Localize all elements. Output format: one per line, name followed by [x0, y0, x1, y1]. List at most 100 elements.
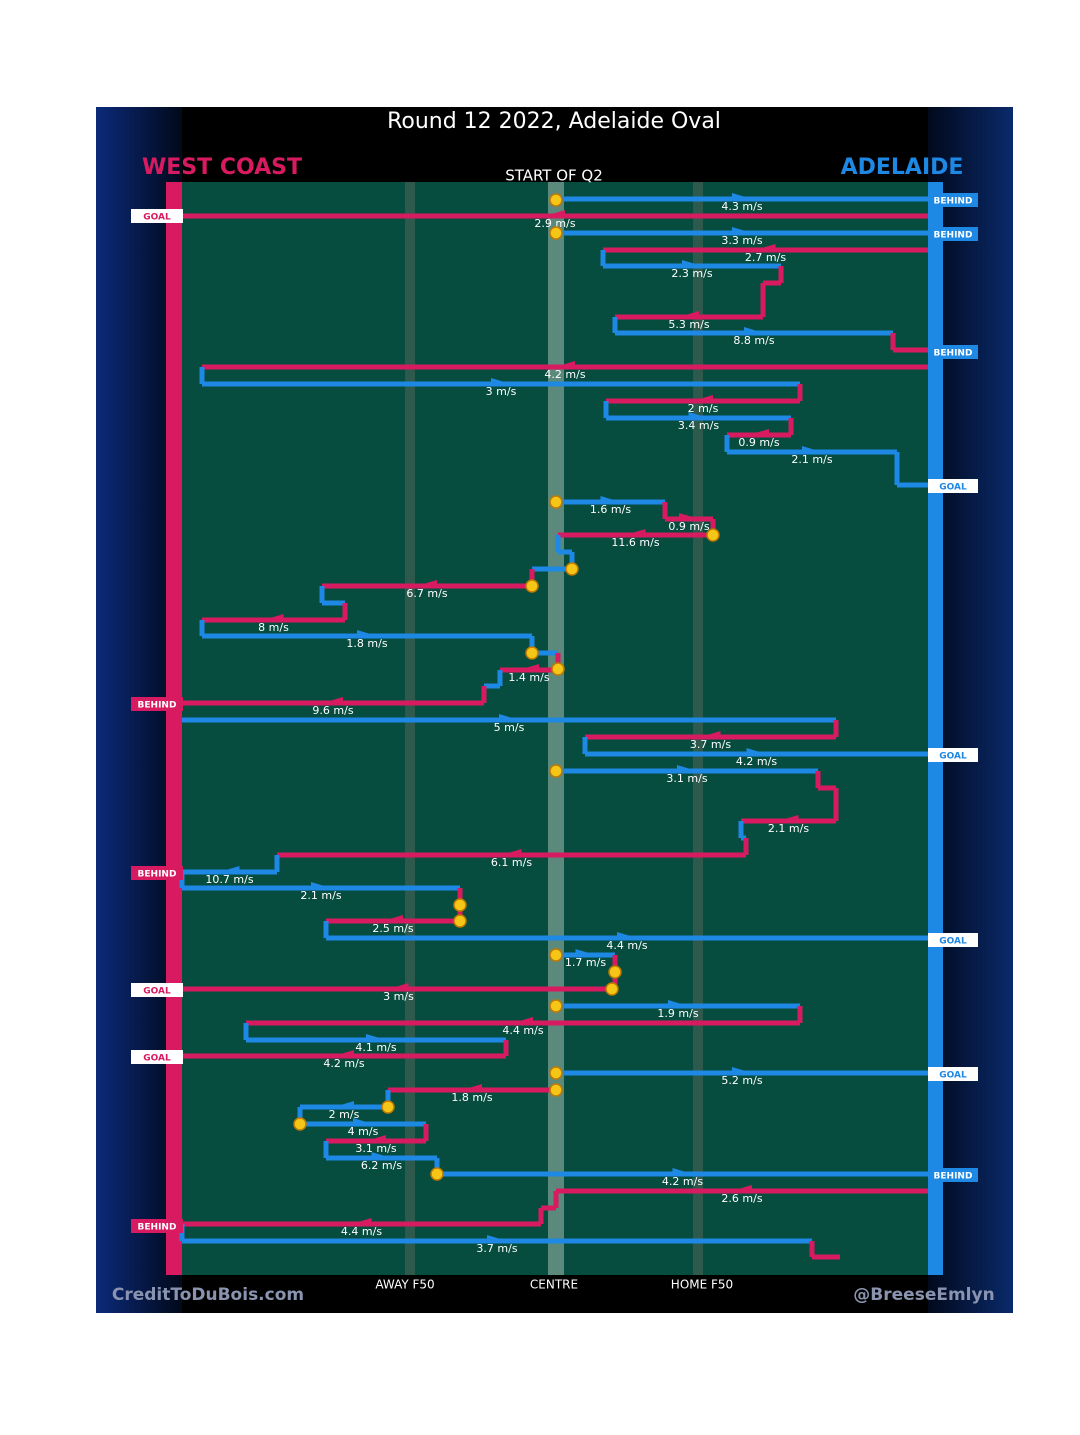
speed-label: 1.7 m/s — [565, 956, 606, 969]
speed-label: 2.1 m/s — [768, 822, 809, 835]
direction-arrow — [219, 866, 240, 874]
direction-arrow — [732, 193, 752, 201]
stoppage-marker — [525, 579, 539, 593]
speed-label: 1.4 m/s — [508, 671, 549, 684]
outcome-label: GOAL — [143, 987, 171, 997]
direction-arrow — [263, 614, 284, 622]
stoppage-marker — [430, 1167, 444, 1181]
speed-label: 0.9 m/s — [738, 436, 779, 449]
outcome-label: GOAL — [939, 937, 967, 947]
direction-arrow — [746, 748, 767, 756]
right-team: ADELAIDE — [841, 155, 964, 180]
stoppage-marker — [549, 193, 563, 207]
outcome-label: GOAL — [939, 752, 967, 762]
speed-label: 4.4 m/s — [502, 1024, 543, 1037]
direction-arrow — [802, 446, 822, 454]
speed-label: 4.2 m/s — [544, 368, 585, 381]
direction-arrow — [311, 882, 331, 890]
speed-label: 1.9 m/s — [657, 1007, 698, 1020]
speed-label: 8 m/s — [258, 621, 289, 634]
speed-label: 1.8 m/s — [451, 1091, 492, 1104]
outcome-label: GOAL — [939, 483, 967, 493]
direction-arrow — [700, 731, 721, 739]
speed-label: 3.1 m/s — [666, 772, 707, 785]
direction-arrow — [575, 949, 596, 957]
direction-arrow — [334, 1050, 354, 1058]
home-f50-line — [693, 182, 703, 1275]
title: Round 12 2022, Adelaide Oval — [387, 109, 721, 134]
direction-arrow — [357, 630, 377, 638]
footer-handle: @BreeseEmlyn — [853, 1285, 994, 1305]
direction-arrow — [487, 1235, 507, 1243]
stoppage-marker — [293, 1117, 307, 1131]
direction-arrow — [778, 815, 799, 823]
speed-label: 11.6 m/s — [611, 536, 659, 549]
direction-arrow — [555, 361, 575, 369]
speed-label: 4.4 m/s — [341, 1225, 382, 1238]
centre-line — [548, 182, 564, 1275]
direction-arrow — [693, 395, 713, 403]
top-band — [182, 107, 928, 182]
stoppage-marker — [453, 898, 467, 912]
direction-arrow — [682, 260, 702, 268]
direction-arrow — [732, 227, 752, 235]
outcome-label: BEHIND — [138, 701, 177, 711]
speed-label: 3 m/s — [486, 385, 517, 398]
speed-label: 9.6 m/s — [312, 704, 353, 717]
away-f50-line — [405, 182, 415, 1275]
stoppage-marker — [706, 528, 720, 542]
speed-label: 5.3 m/s — [668, 318, 709, 331]
direction-arrow — [672, 1168, 693, 1176]
direction-arrow — [625, 529, 646, 537]
outcome-box — [928, 345, 978, 359]
direction-arrow — [617, 932, 637, 940]
direction-arrow — [353, 1118, 373, 1126]
direction-arrow — [366, 1135, 386, 1143]
left-team: WEST COAST — [142, 155, 302, 180]
direction-arrow — [668, 1000, 688, 1008]
speed-label: 3.7 m/s — [690, 738, 731, 751]
direction-arrow — [388, 983, 409, 991]
speed-label: 3.1 m/s — [355, 1142, 396, 1155]
stoppage-marker — [453, 914, 467, 928]
outcome-label: GOAL — [143, 1054, 171, 1064]
speed-label: 1.8 m/s — [346, 637, 387, 650]
outcome-box — [928, 227, 978, 241]
field-label: AWAY F50 — [375, 1278, 434, 1292]
outcome-box — [131, 866, 183, 880]
speed-label: 2.1 m/s — [300, 889, 341, 902]
speed-label: 8.8 m/s — [733, 334, 774, 347]
direction-arrow — [383, 915, 403, 923]
direction-arrow — [491, 378, 511, 386]
speed-label: 4 m/s — [348, 1125, 379, 1138]
speed-label: 2 m/s — [329, 1108, 360, 1121]
outcome-box — [928, 1168, 978, 1182]
direction-arrow — [351, 1218, 372, 1226]
outcome-box — [928, 933, 978, 947]
field-label: HOME F50 — [671, 1278, 733, 1292]
stoppage-marker — [381, 1100, 395, 1114]
outcome-label: BEHIND — [934, 231, 973, 241]
direction-arrow — [334, 1101, 354, 1109]
speed-label: 6.1 m/s — [491, 856, 532, 869]
west-coast-goal-line — [166, 182, 182, 1275]
speed-label: 1.6 m/s — [590, 503, 631, 516]
stoppage-marker — [549, 948, 563, 962]
direction-arrow — [679, 513, 699, 521]
direction-arrow — [366, 1034, 386, 1042]
speed-label: 2 m/s — [688, 402, 719, 415]
stoppage-marker — [525, 646, 539, 660]
adelaide-goal-line — [928, 182, 943, 1275]
speed-label: 6.2 m/s — [361, 1159, 402, 1172]
direction-arrow — [677, 765, 697, 773]
speed-label: 4.2 m/s — [662, 1175, 703, 1188]
direction-arrow — [545, 210, 565, 218]
outcome-box — [131, 1219, 183, 1233]
footer-credit: CreditToDuBois.com — [112, 1285, 304, 1305]
speed-label: 2.5 m/s — [372, 922, 413, 935]
speed-label: 0.9 m/s — [668, 520, 709, 533]
speed-label: 4.4 m/s — [606, 939, 647, 952]
speed-label: 5.2 m/s — [721, 1074, 762, 1087]
